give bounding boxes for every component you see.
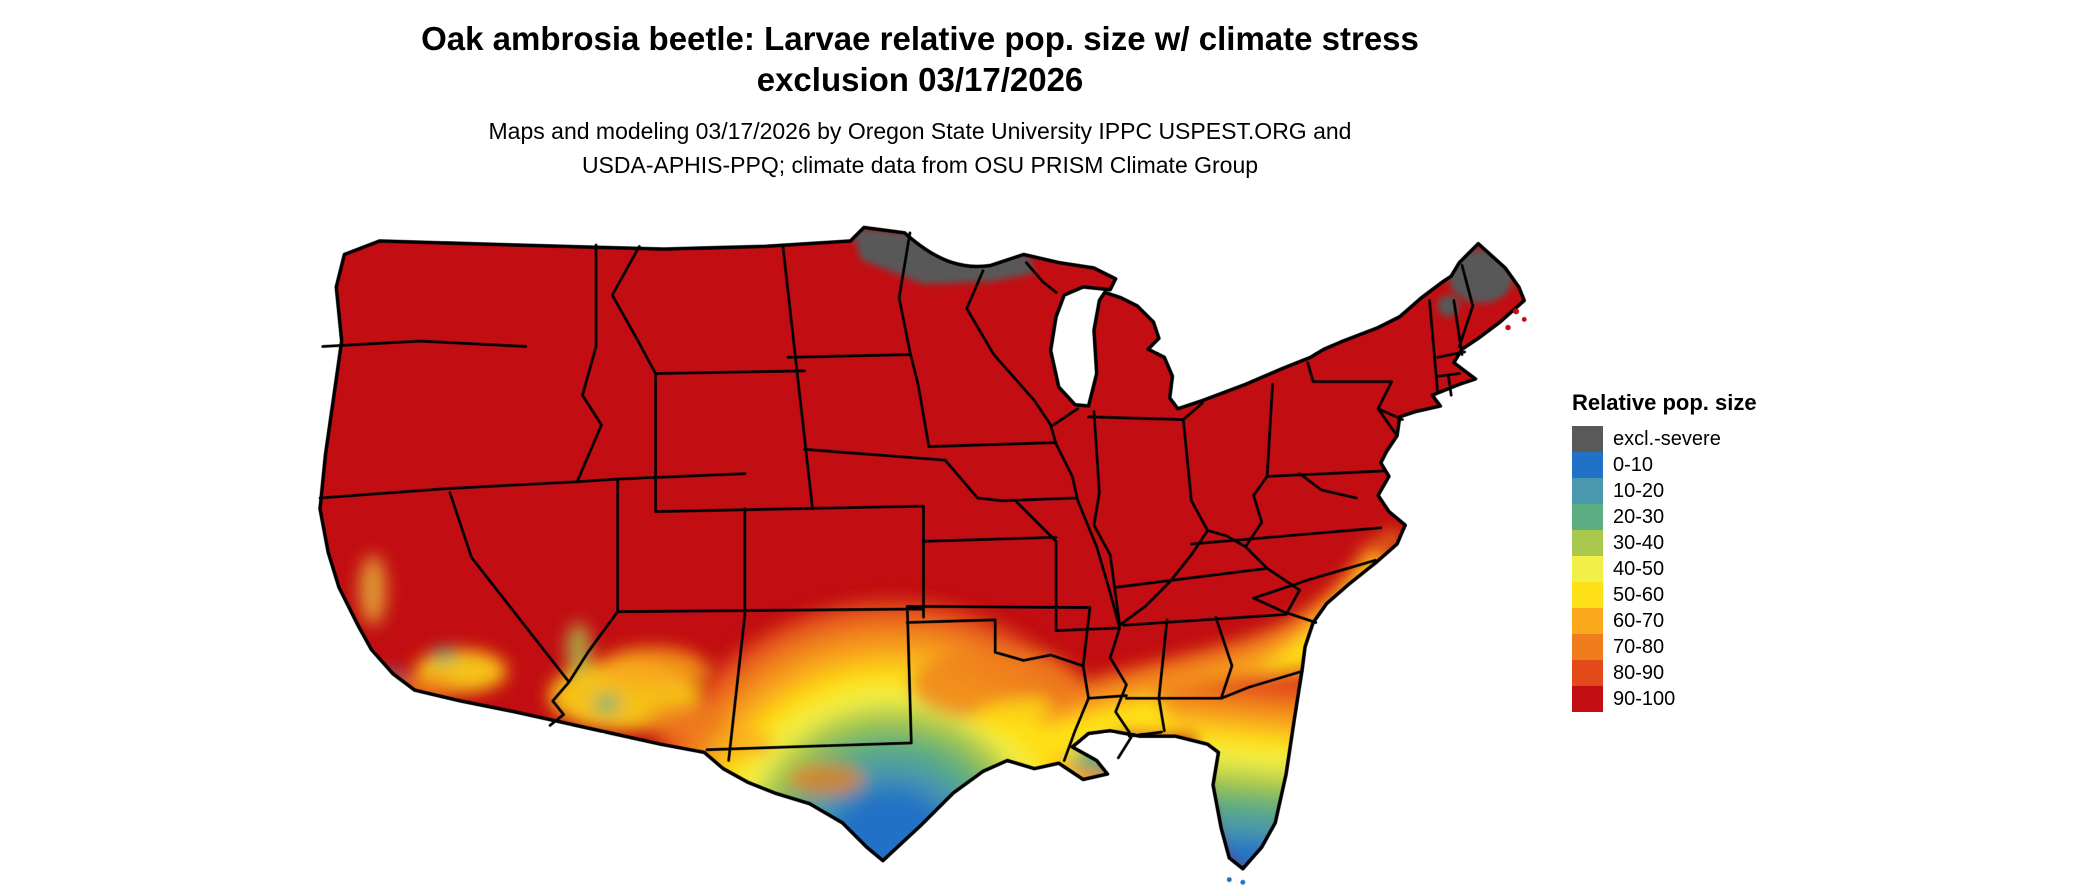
maine-island-speck — [1521, 316, 1527, 322]
figure-subtitle-line1: Maps and modeling 03/17/2026 by Oregon S… — [488, 118, 1352, 144]
delta-teal — [1125, 759, 1163, 779]
arizona-amber — [598, 646, 707, 691]
legend-label: 20-30 — [1613, 506, 1665, 528]
legend-swatch — [1572, 426, 1603, 452]
legend-label: 0-10 — [1613, 454, 1654, 476]
socal-green-spot — [432, 646, 457, 664]
legend-swatch — [1572, 660, 1603, 686]
legend-item: 20-30 — [1572, 504, 1757, 530]
legend-swatch — [1572, 686, 1603, 712]
arizona-green-spot — [593, 694, 621, 714]
maine-exclusion — [1448, 249, 1514, 304]
legend-item: 60-70 — [1572, 608, 1757, 634]
florida-keys-speck — [1226, 877, 1232, 883]
legend-swatch — [1572, 530, 1603, 556]
legend-item: excl.-severe — [1572, 426, 1757, 452]
legend-label: 30-40 — [1613, 532, 1665, 554]
legend-swatch — [1572, 582, 1603, 608]
legend-label: 60-70 — [1613, 610, 1665, 632]
legend-swatch — [1572, 452, 1603, 478]
legend-item: 0-10 — [1572, 452, 1757, 478]
maine-island-speck — [1505, 324, 1511, 331]
figure-title-line2: exclusion 03/17/2026 — [756, 61, 1084, 98]
legend-title: Relative pop. size — [1572, 390, 1757, 415]
offshore-islands — [1226, 308, 1527, 885]
legend-label: 70-80 — [1613, 636, 1665, 658]
legend-label: 50-60 — [1613, 584, 1665, 606]
figure-title-line1: Oak ambrosia beetle: Larvae relative pop… — [421, 20, 1419, 57]
legend-item: 30-40 — [1572, 530, 1757, 556]
legend-label: 80-90 — [1613, 662, 1665, 684]
arizona-se-orange — [644, 703, 726, 742]
legend-swatch — [1572, 634, 1603, 660]
legend-item: 90-100 — [1572, 686, 1757, 712]
florida-gradient — [1150, 663, 1330, 869]
legend-item: 10-20 — [1572, 478, 1757, 504]
colorado-river-green — [566, 622, 591, 677]
central-valley-yellow — [359, 554, 387, 626]
legend-swatch — [1572, 478, 1603, 504]
legend-item: 40-50 — [1572, 556, 1757, 582]
legend-label: 10-20 — [1613, 480, 1665, 502]
us-map — [318, 225, 1527, 885]
legend-swatch — [1572, 608, 1603, 634]
figure-subtitle: Maps and modeling 03/17/2026 by Oregon S… — [0, 114, 1840, 182]
legend-item: 80-90 — [1572, 660, 1757, 686]
legend-swatch — [1572, 556, 1603, 582]
figure-header: Oak ambrosia beetle: Larvae relative pop… — [0, 18, 1840, 182]
legend-item: 70-80 — [1572, 634, 1757, 660]
legend-swatch — [1572, 504, 1603, 530]
figure-subtitle-line2: USDA-APHIS-PPQ; climate data from OSU PR… — [581, 152, 1259, 178]
maine-island-speck — [1513, 308, 1520, 315]
big-bend-orange — [788, 763, 864, 796]
florida-keys-speck — [1240, 879, 1246, 885]
legend: Relative pop. size excl.-severe 0-10 10-… — [1572, 390, 1757, 712]
legend-label: 90-100 — [1613, 688, 1676, 710]
legend-item: 50-60 — [1572, 582, 1757, 608]
state-borders — [318, 231, 1475, 762]
legend-label: excl.-severe — [1613, 428, 1721, 450]
new-mexico-amber — [715, 732, 775, 757]
legend-label: 40-50 — [1613, 558, 1665, 580]
